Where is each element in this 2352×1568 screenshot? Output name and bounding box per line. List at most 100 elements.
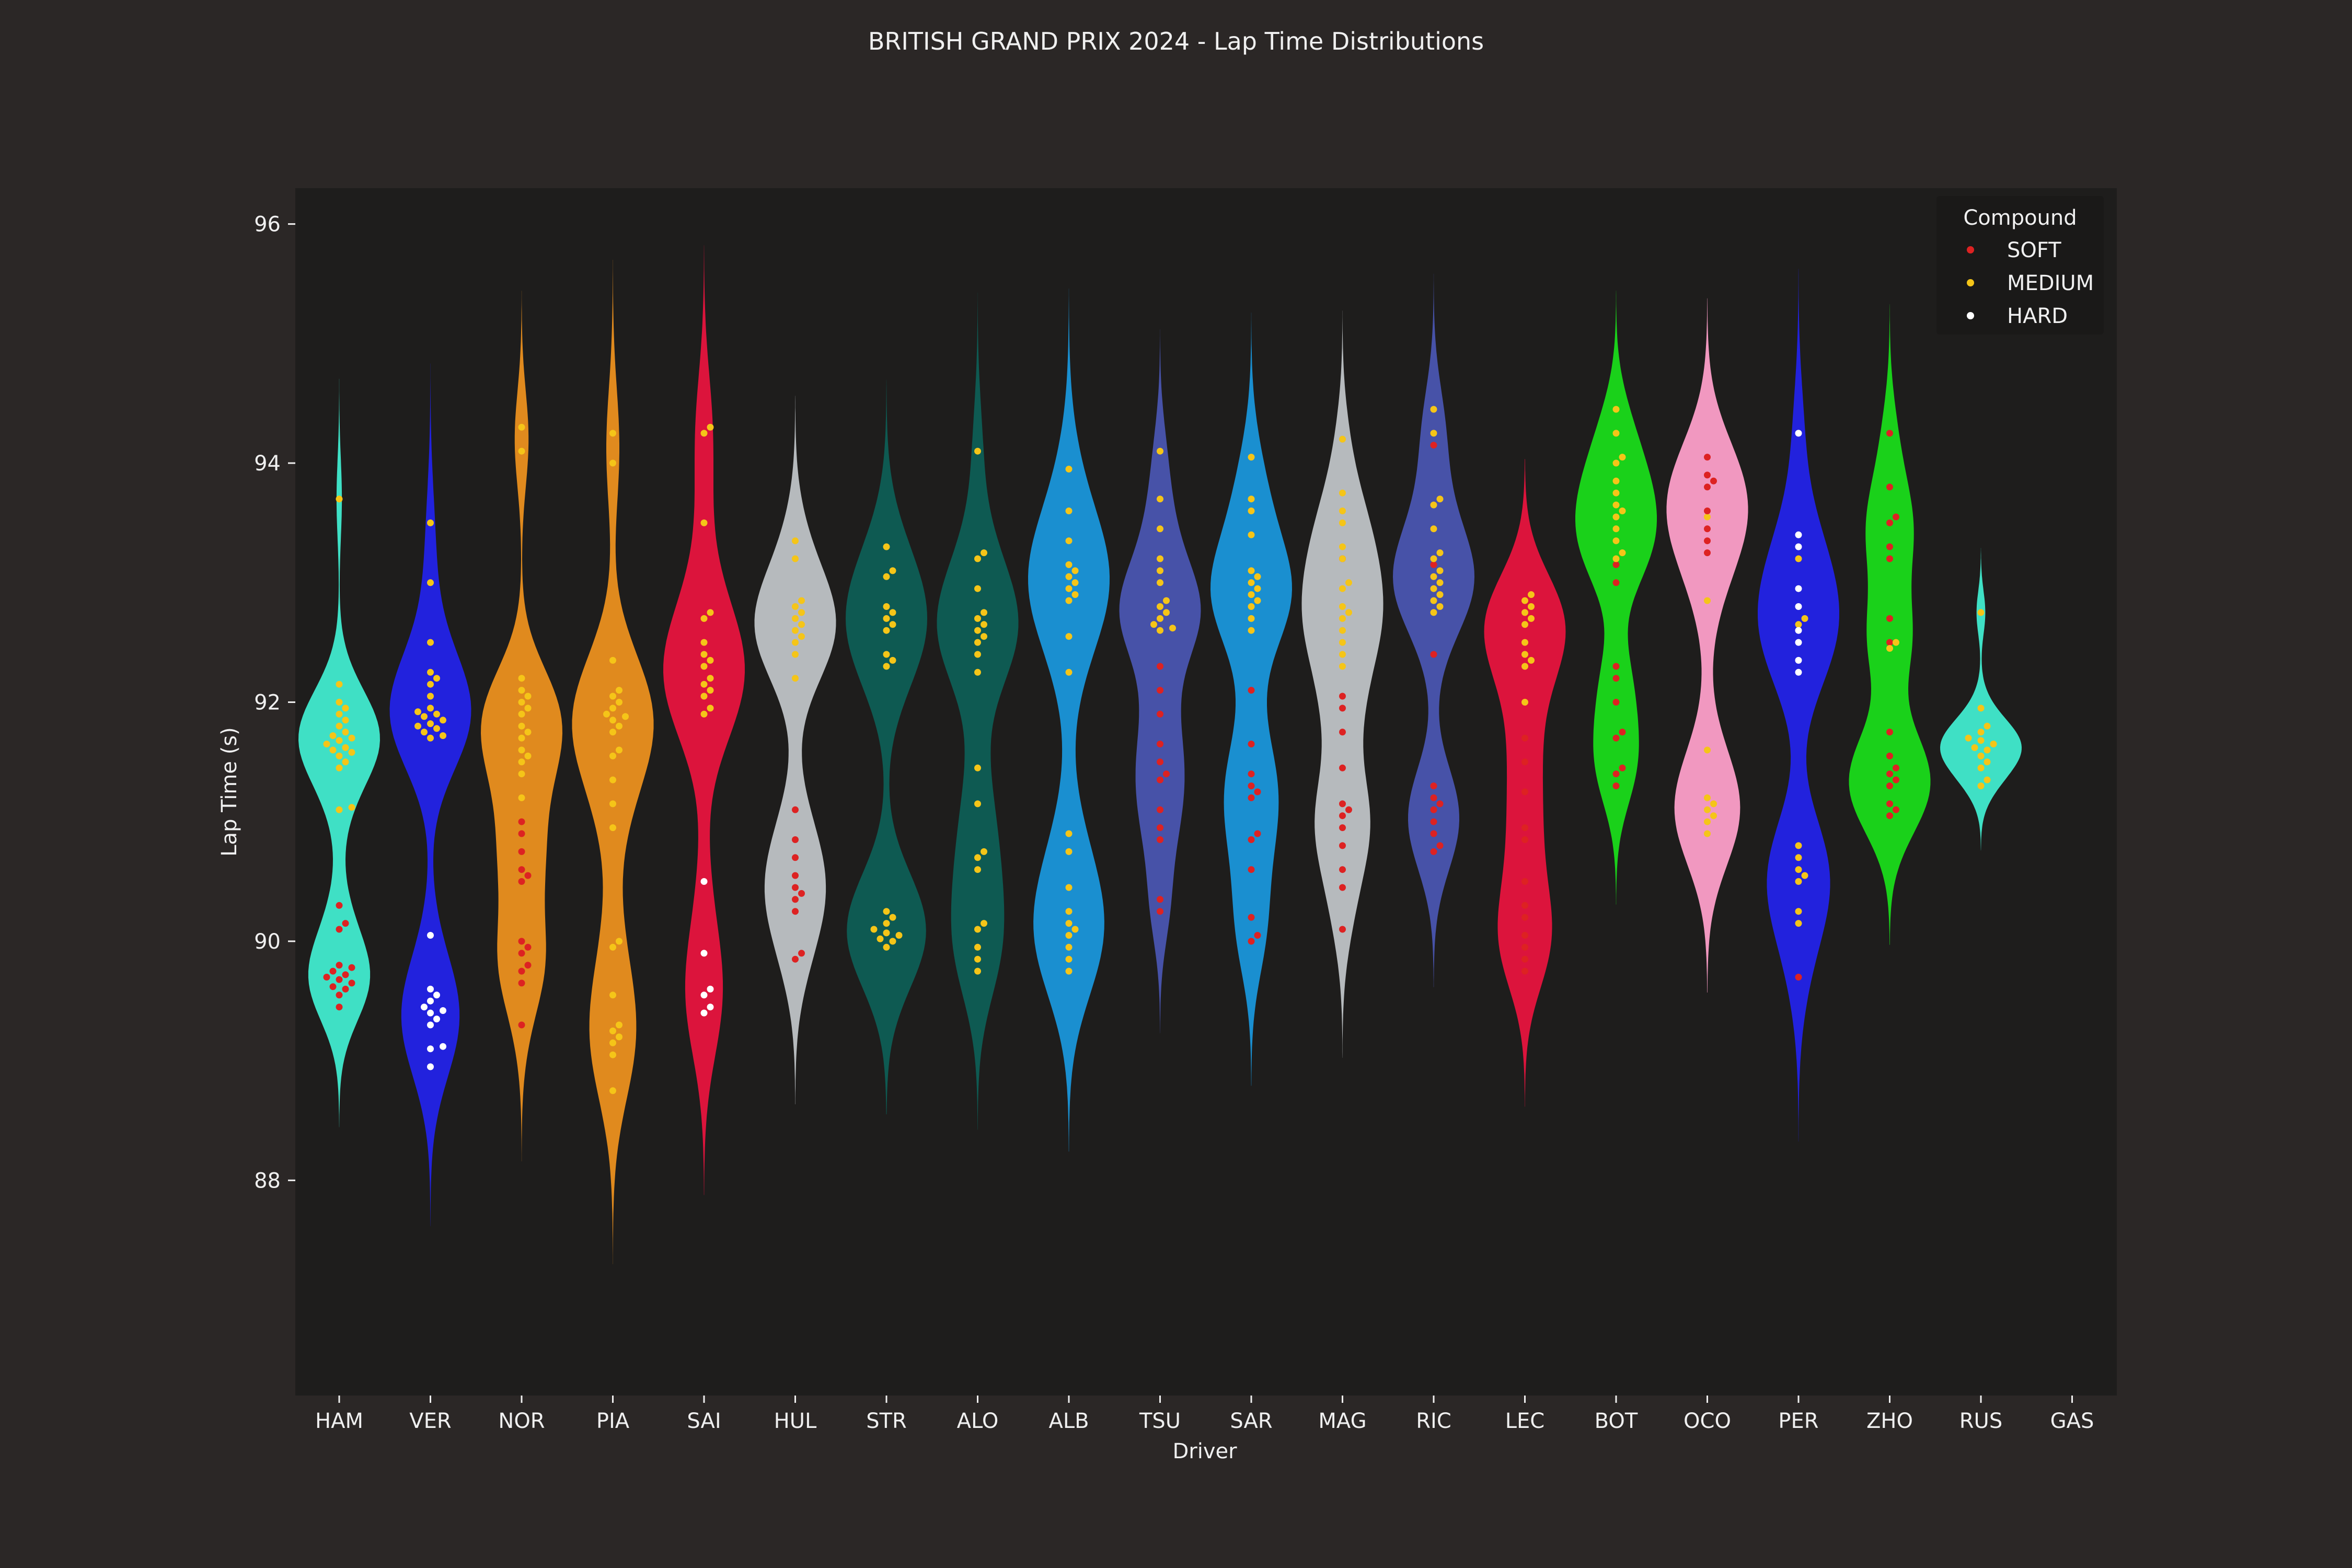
legend-title: Compound: [1963, 206, 2077, 230]
lap-point-soft: [1157, 687, 1163, 694]
lap-point-soft: [1619, 729, 1626, 736]
lap-point-hard: [427, 985, 434, 993]
lap-point-medium: [1612, 537, 1620, 545]
lap-point-medium: [440, 732, 446, 739]
lap-point-hard: [427, 932, 434, 939]
lap-point-medium: [1430, 573, 1437, 580]
lap-point-soft: [1430, 561, 1437, 568]
lap-point-medium: [342, 744, 349, 751]
lap-point-soft: [518, 950, 525, 957]
lap-point-medium: [1157, 627, 1163, 634]
lap-point-soft: [1612, 770, 1620, 778]
lap-point-medium: [609, 459, 616, 467]
lap-point-medium: [1169, 625, 1176, 632]
lap-point-hard: [1795, 543, 1802, 550]
lap-point-medium: [1065, 830, 1073, 837]
x-tick-label-per: PER: [1778, 1409, 1818, 1433]
lap-point-soft: [1886, 782, 1893, 790]
lap-point-soft: [1612, 734, 1620, 742]
lap-point-medium: [524, 693, 532, 700]
lap-point-medium: [329, 746, 337, 754]
lap-point-medium: [1521, 597, 1528, 604]
chart-title: BRITISH GRAND PRIX 2024 - Lap Time Distr…: [868, 27, 1484, 55]
lap-point-medium: [616, 722, 622, 730]
lap-point-medium: [1893, 639, 1899, 646]
lap-point-medium: [1248, 508, 1255, 514]
lap-point-soft: [1339, 729, 1346, 736]
lap-point-soft: [1248, 914, 1255, 921]
lap-point-soft: [1886, 729, 1893, 736]
lap-point-soft: [792, 955, 799, 963]
lap-point-soft: [336, 1004, 343, 1011]
lap-point-soft: [1893, 764, 1899, 771]
x-tick-label-nor: NOR: [498, 1409, 545, 1433]
x-tick-label-alo: ALO: [957, 1409, 999, 1433]
lap-point-medium: [974, 926, 981, 933]
x-tick-label-alb: ALB: [1048, 1409, 1089, 1433]
lap-point-soft: [792, 884, 799, 891]
lap-point-soft: [1521, 943, 1528, 951]
lap-point-soft: [1521, 955, 1528, 963]
lap-point-medium: [609, 776, 616, 783]
lap-point-medium: [1248, 615, 1255, 622]
lap-point-soft: [1704, 537, 1711, 545]
lap-point-medium: [1339, 639, 1346, 646]
violin-per: [1758, 269, 1839, 1142]
lap-point-medium: [889, 656, 896, 664]
lap-point-medium: [1704, 513, 1711, 521]
lap-point-medium: [974, 555, 981, 562]
lap-point-medium: [1795, 866, 1802, 873]
lap-point-hard: [700, 1009, 708, 1017]
lap-point-soft: [1795, 974, 1802, 981]
lap-point-medium: [427, 639, 434, 646]
lap-point-hard: [427, 997, 434, 1005]
lap-point-medium: [1977, 737, 1985, 744]
lap-point-medium: [1157, 495, 1163, 503]
lap-point-medium: [700, 519, 708, 526]
lap-point-soft: [1710, 477, 1717, 485]
x-tick-label-ric: RIC: [1416, 1409, 1451, 1433]
lap-point-medium: [707, 705, 714, 712]
lap-point-soft: [1248, 938, 1255, 945]
lap-point-soft: [1430, 830, 1437, 837]
lap-point-soft: [1521, 824, 1528, 832]
lap-point-soft: [1521, 967, 1528, 975]
lap-point-soft: [1157, 824, 1163, 832]
lap-point-medium: [421, 729, 428, 736]
lap-point-medium: [1984, 758, 1991, 766]
lap-point-medium: [427, 579, 434, 586]
lap-point-medium: [1430, 597, 1437, 604]
x-tick-label-ham: HAM: [315, 1409, 363, 1433]
lap-point-hard: [427, 1045, 434, 1053]
lap-point-medium: [700, 615, 708, 622]
legend-label-medium: MEDIUM: [2007, 271, 2094, 295]
lap-point-medium: [883, 573, 890, 580]
lap-point-medium: [1339, 615, 1346, 622]
lap-point-medium: [1436, 579, 1444, 586]
x-tick-label-mag: MAG: [1318, 1409, 1366, 1433]
lap-point-medium: [427, 693, 434, 700]
violin-alb: [1028, 289, 1110, 1152]
lap-point-soft: [1157, 776, 1163, 783]
lap-point-medium: [1795, 555, 1802, 562]
lap-point-medium: [1065, 466, 1073, 472]
y-tick-label: 94: [254, 452, 281, 476]
lap-point-medium: [616, 1021, 622, 1029]
violin-ric: [1393, 273, 1474, 987]
lap-point-medium: [518, 675, 525, 682]
lap-point-soft: [1248, 866, 1255, 873]
lap-point-soft: [1254, 932, 1261, 939]
lap-point-soft: [792, 872, 799, 879]
lap-point-medium: [700, 663, 708, 670]
lap-point-medium: [1339, 627, 1346, 634]
lap-point-medium: [883, 603, 890, 610]
violin-sar: [1210, 313, 1292, 1086]
lap-point-medium: [609, 430, 616, 437]
lap-point-medium: [1977, 764, 1985, 771]
lap-point-soft: [1339, 705, 1346, 712]
lap-point-soft: [1886, 555, 1893, 562]
x-tick-label-rus: RUS: [1959, 1409, 2002, 1433]
lap-point-medium: [1254, 585, 1261, 592]
lap-point-medium: [707, 675, 714, 682]
violin-hul: [754, 396, 836, 1104]
